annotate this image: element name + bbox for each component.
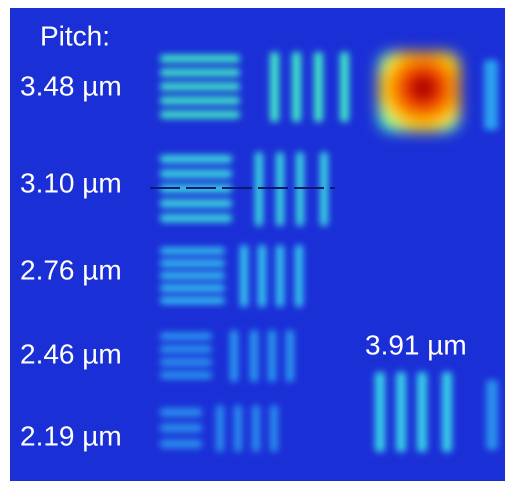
bar [160,372,212,379]
bar [234,405,242,452]
bar [160,83,240,91]
bar [442,372,452,452]
bar [486,380,498,450]
bar [160,199,232,207]
bar [216,405,224,452]
bar [417,372,427,452]
bar [314,52,323,122]
pitch-label: 2.76 µm [20,254,122,285]
bar [160,297,225,304]
bar [160,408,202,417]
pitch-label: 2.46 µm [20,338,122,369]
page: {"labels": {"pitch_heading": "Pitch:", "… [0,0,507,487]
bar [375,372,385,452]
bar [396,372,406,452]
bar [268,330,276,382]
bar [160,260,225,267]
bar [240,245,248,307]
bar [160,272,225,279]
bar [160,55,240,63]
bar [270,52,279,122]
bar [160,97,240,105]
bar [484,60,498,130]
pitch-label: 3.48 µm [20,70,122,101]
hot-spot [378,52,460,132]
bar [160,333,212,340]
pitch-label: 3.91 µm [365,329,467,360]
bar [286,330,294,382]
bar [230,330,238,382]
pitch-label: 2.19 µm [20,420,122,451]
bar [252,405,260,452]
bar [160,214,232,222]
bar [160,247,225,254]
bar [160,359,212,366]
bar [160,424,202,433]
bar [295,245,303,307]
bar [160,285,225,292]
bar [258,245,266,307]
pitch-heading: Pitch: [40,20,110,51]
bar [160,346,212,353]
bar [160,69,240,77]
bar [270,405,278,452]
bar [340,52,349,122]
bar [160,155,232,163]
micrograph: Pitch: 3.48 µm 3.10 µm 2.76 µm 2.46 µm 2… [0,0,507,487]
bar [276,245,284,307]
bar [160,170,232,178]
bar [292,52,301,122]
pitch-label: 3.10 µm [20,167,122,198]
bar [160,111,240,119]
bar [250,330,258,382]
bar [160,439,202,448]
